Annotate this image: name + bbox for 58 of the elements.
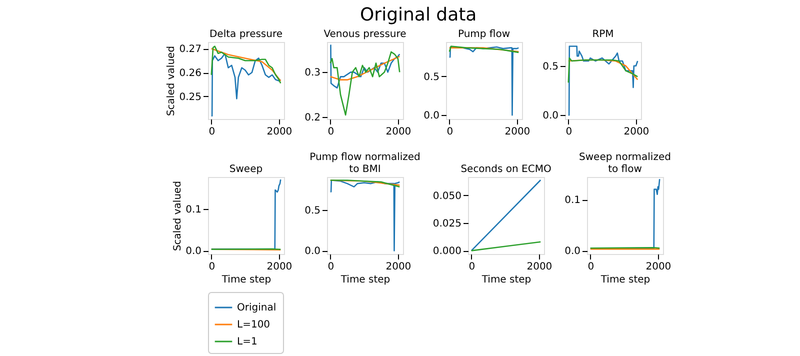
x-tick-label: 0 bbox=[588, 262, 594, 272]
x-tick-label: 0 bbox=[328, 126, 334, 138]
line-series bbox=[330, 180, 400, 252]
x-tick-label: 2000 bbox=[624, 126, 650, 138]
x-tick-label: 2000 bbox=[386, 262, 412, 272]
y-tick-label: 0.025 bbox=[432, 218, 462, 230]
legend-label: L=100 bbox=[237, 320, 270, 330]
chart-title: Sweep bbox=[229, 164, 263, 175]
legend-label: L=1 bbox=[237, 336, 258, 348]
y-tick-label: 0.1 bbox=[186, 204, 202, 216]
y-tick-label: 0.3 bbox=[304, 68, 320, 79]
text: Original data bbox=[360, 4, 477, 26]
x-tick-label: 2000 bbox=[504, 126, 530, 138]
x-tick-label: 0 bbox=[566, 126, 572, 138]
y-tick-label: 0.1 bbox=[564, 195, 580, 206]
chart-title: RPM bbox=[592, 29, 614, 40]
x-tick-label: 2000 bbox=[526, 262, 552, 272]
y-tick-label: 0.5 bbox=[304, 205, 320, 216]
y-tick-label: 0.0 bbox=[424, 110, 440, 122]
x-tick-label: 0 bbox=[208, 262, 216, 272]
y-tick-label: 0.25 bbox=[179, 92, 202, 103]
x-axis-title: Time step bbox=[480, 274, 532, 286]
line-series bbox=[210, 52, 282, 117]
chart-title: Sweep normalized to flow bbox=[579, 152, 671, 175]
legend-label: Original bbox=[237, 302, 276, 314]
x-tick-label: 0 bbox=[468, 262, 476, 272]
x-tick-label: 2000 bbox=[266, 262, 292, 272]
x-tick-label: 0 bbox=[446, 126, 454, 138]
y-tick-label: 0.27 bbox=[179, 44, 202, 56]
y-tick-label: 0.0 bbox=[542, 110, 558, 122]
x-axis-title: Time step bbox=[600, 274, 650, 286]
line-series bbox=[330, 44, 400, 89]
y-axis-title: Scaled valued bbox=[166, 46, 178, 116]
y-tick-label: 0.2 bbox=[304, 112, 320, 124]
chart-title: Delta pressure bbox=[209, 29, 283, 40]
x-axis-title: Time step bbox=[220, 274, 272, 286]
x-tick-label: 2000 bbox=[266, 126, 292, 138]
y-tick-label: 0.0 bbox=[304, 246, 320, 258]
x-tick-label: 0 bbox=[328, 262, 334, 272]
y-tick-label: 0.26 bbox=[179, 68, 202, 80]
chart-title: Pump flow normalized to BMI bbox=[310, 152, 420, 175]
y-axis-title: Scaled valued bbox=[172, 180, 184, 252]
line-series bbox=[330, 56, 400, 80]
y-tick-label: 0.5 bbox=[542, 61, 558, 72]
x-axis-title: Time step bbox=[340, 274, 390, 286]
y-tick-label: 0.050 bbox=[432, 190, 462, 202]
x-tick-label: 2000 bbox=[646, 262, 672, 272]
chart-title: Pump flow bbox=[458, 29, 510, 40]
chart-title: Seconds on ECMO bbox=[460, 164, 552, 175]
line-series bbox=[568, 46, 638, 116]
y-tick-label: 0.5 bbox=[424, 72, 440, 83]
y-tick-label: 0.0 bbox=[186, 246, 202, 258]
x-tick-label: 2000 bbox=[386, 126, 412, 138]
chart-title: Venous pressure bbox=[324, 29, 406, 40]
y-tick-label: 0.0 bbox=[564, 246, 580, 258]
x-tick-label: 0 bbox=[208, 126, 216, 138]
line-series bbox=[330, 51, 400, 116]
y-tick-label: 0.000 bbox=[432, 246, 462, 258]
